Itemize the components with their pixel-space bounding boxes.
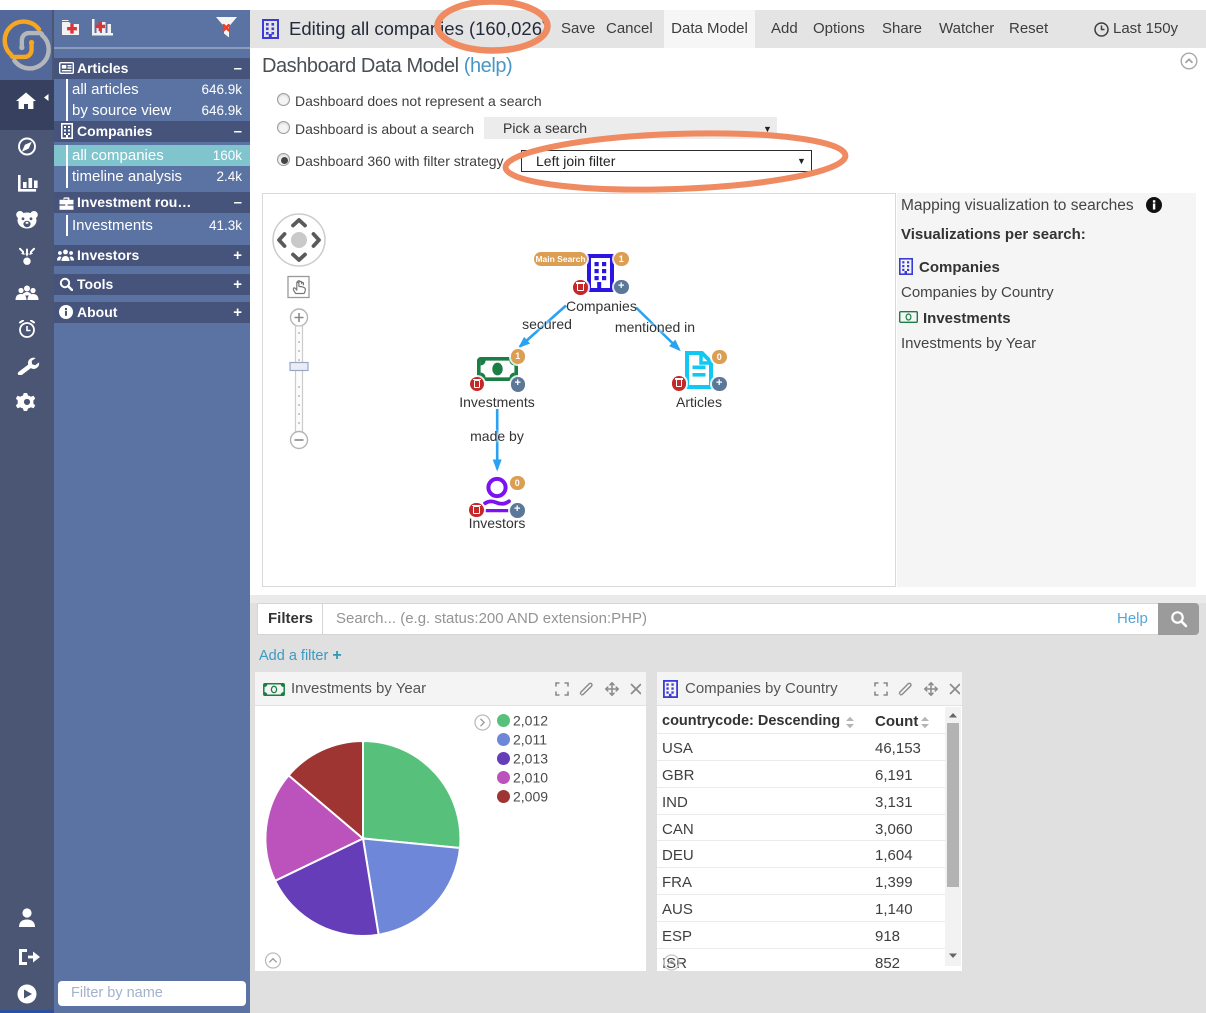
svg-text:2,009: 2,009: [513, 789, 548, 805]
svg-text:2,011: 2,011: [513, 732, 547, 748]
svg-text:2,012: 2,012: [513, 713, 548, 729]
svg-text:2,010: 2,010: [513, 770, 548, 786]
svg-text:2,013: 2,013: [513, 751, 548, 767]
